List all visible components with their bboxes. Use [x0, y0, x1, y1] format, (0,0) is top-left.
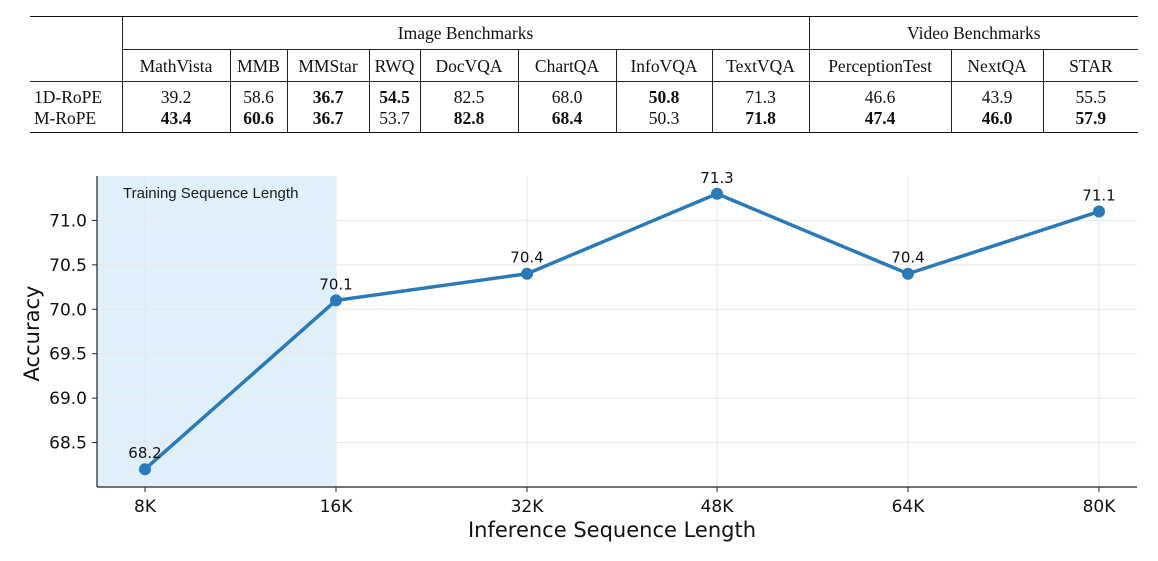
table-cell: 60.6	[229, 107, 287, 133]
x-tick-label: 8K	[134, 497, 157, 517]
table-cell: 43.9	[950, 81, 1044, 107]
table-row: 1D-RoPE 39.2 58.6 36.7 54.5 82.5 68.0 50…	[30, 81, 1139, 107]
table-cell: 47.4	[808, 107, 952, 133]
column-header: MMB	[229, 49, 287, 82]
data-point	[1093, 205, 1105, 218]
data-point	[521, 267, 533, 280]
table-cell: 71.8	[711, 107, 810, 133]
column-header: PerceptionTest	[808, 49, 952, 82]
training-region-label: Training Sequence Length	[123, 185, 298, 202]
data-label: 70.1	[319, 275, 352, 293]
table-cell: 46.6	[808, 81, 952, 107]
table-cell: 68.0	[517, 81, 616, 107]
table-cell: 50.3	[615, 107, 712, 133]
x-tick-label: 32K	[511, 497, 545, 517]
table-corner-cell	[30, 16, 122, 50]
column-header: MMStar	[286, 49, 369, 82]
data-point	[711, 187, 723, 200]
column-header: TextVQA	[711, 49, 810, 82]
table-cell: 54.5	[368, 81, 420, 107]
training-region-shade	[97, 176, 336, 487]
row-label: M-RoPE	[30, 107, 122, 133]
data-point	[139, 463, 151, 476]
table-cell: 50.8	[615, 81, 712, 107]
x-tick-label: 80K	[1083, 497, 1117, 517]
data-label: 71.3	[700, 169, 733, 187]
x-tick-label: 48K	[701, 497, 735, 517]
table-cell: 82.8	[419, 107, 518, 133]
table-row: M-RoPE 43.4 60.6 36.7 53.7 82.8 68.4 50.…	[30, 107, 1139, 133]
data-label: 71.1	[1082, 187, 1115, 205]
x-tick-label: 16K	[320, 497, 354, 517]
data-points	[139, 187, 1105, 476]
table-column-header-row: MathVista MMB MMStar RWQ DocVQA ChartQA …	[30, 49, 1139, 82]
column-header: STAR	[1042, 49, 1139, 82]
grid-lines	[97, 176, 1137, 487]
table-cell: 68.4	[517, 107, 616, 133]
table-group-header-row: Image Benchmarks Video Benchmarks	[30, 16, 1139, 50]
column-header: DocVQA	[419, 49, 518, 82]
data-label: 68.2	[128, 444, 161, 462]
benchmark-table: Image Benchmarks Video Benchmarks MathVi…	[30, 16, 1139, 133]
table-cell: 82.5	[419, 81, 518, 107]
y-tick-label: 70.0	[49, 300, 87, 320]
table-cell: 36.7	[286, 81, 369, 107]
table-cell: 55.5	[1042, 81, 1139, 107]
data-label: 70.4	[510, 249, 543, 267]
y-axis-title: Accuracy	[20, 286, 44, 382]
table-header-corner	[30, 49, 122, 82]
column-header: RWQ	[368, 49, 420, 82]
table-cell: 46.0	[950, 107, 1044, 133]
row-label: 1D-RoPE	[34, 86, 103, 107]
table-cell: 39.2	[121, 81, 230, 107]
table-cell: 58.6	[229, 81, 287, 107]
data-point	[330, 294, 342, 307]
y-tick-label: 68.5	[49, 434, 87, 454]
table-cell: 57.9	[1042, 107, 1139, 133]
data-point	[902, 267, 914, 280]
column-header: NextQA	[950, 49, 1044, 82]
y-tick-label: 69.0	[49, 389, 87, 409]
table-cell: 36.7	[286, 107, 369, 133]
column-header: InfoVQA	[615, 49, 712, 82]
accuracy-series-line	[143, 192, 1100, 471]
table-cell: 53.7	[368, 107, 420, 133]
data-label: 70.4	[891, 249, 924, 267]
x-axis-ticks: 8K 16K 32K 48K 64K 80K	[134, 487, 1116, 517]
table-cell: 43.4	[121, 107, 230, 133]
table-cell: 71.3	[711, 81, 810, 107]
x-axis-title: Inference Sequence Length	[468, 518, 756, 542]
data-labels: 68.2 70.1 70.4 71.3 70.4 71.1	[128, 169, 1115, 462]
image-benchmarks-group-label: Image Benchmarks	[121, 16, 810, 50]
accuracy-line-chart: Training Sequence Length 68.5 69.0 69.5 70.…	[20, 169, 1137, 542]
column-header: MathVista	[121, 49, 230, 82]
video-benchmarks-group-label: Video Benchmarks	[808, 16, 1139, 50]
y-tick-label: 69.5	[49, 345, 87, 365]
column-header: ChartQA	[517, 49, 616, 82]
y-axis-ticks: 68.5 69.0 69.5 70.0 70.5 71.0	[49, 211, 97, 454]
y-tick-label: 71.0	[49, 211, 87, 231]
chart-axes	[96, 176, 1137, 488]
y-tick-label: 70.5	[49, 256, 87, 276]
x-tick-label: 64K	[892, 497, 926, 517]
